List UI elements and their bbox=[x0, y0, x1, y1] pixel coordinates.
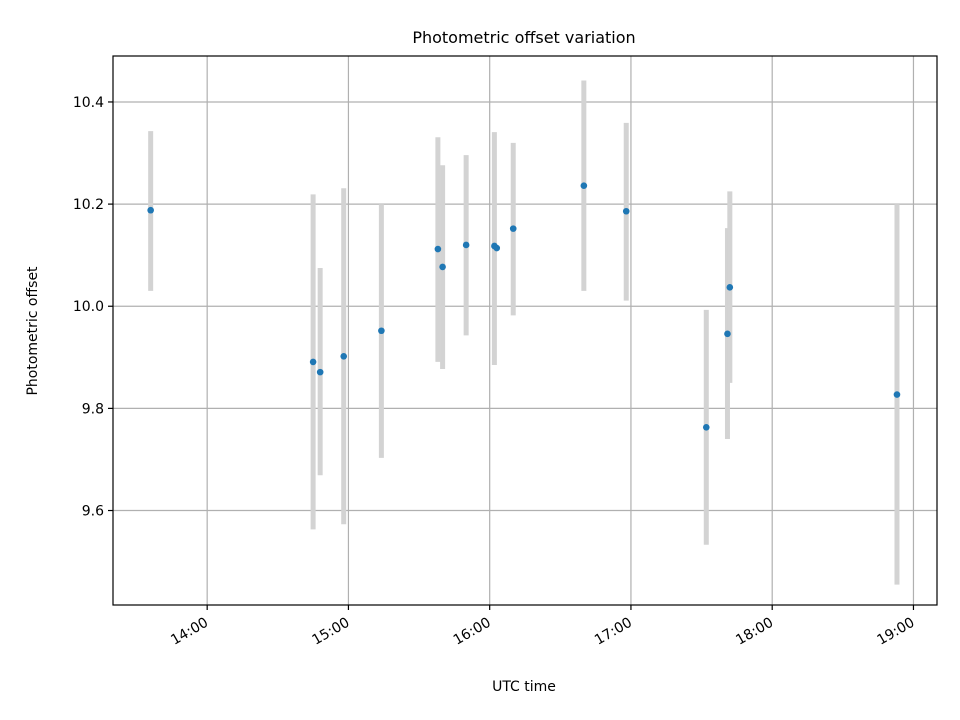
data-point bbox=[147, 206, 154, 214]
x-tick-label: 15:00 bbox=[309, 615, 352, 649]
x-tick-label: 14:00 bbox=[168, 615, 211, 649]
data-point bbox=[439, 263, 446, 271]
y-tick-label: 10.0 bbox=[73, 299, 104, 315]
y-tick-label: 10.2 bbox=[73, 197, 104, 213]
data-point bbox=[434, 245, 442, 253]
y-tick-label: 9.8 bbox=[82, 401, 104, 417]
y-tick-label: 9.6 bbox=[82, 504, 104, 520]
x-axis-label: UTC time bbox=[492, 679, 556, 695]
data-point bbox=[493, 244, 501, 252]
y-axis: 9.6 9.8 10.0 10.2 10.4 bbox=[73, 95, 113, 520]
x-tick-label: 17:00 bbox=[592, 615, 635, 649]
data-point bbox=[378, 327, 385, 335]
data-point bbox=[309, 358, 317, 366]
x-tick-label: 19:00 bbox=[875, 615, 918, 649]
data-point bbox=[580, 182, 588, 190]
data-point bbox=[726, 284, 734, 291]
x-axis: 14:00 15:00 16:00 17:00 18:00 19:00 bbox=[168, 605, 917, 649]
y-tick-label: 10.4 bbox=[73, 95, 104, 111]
data-point bbox=[316, 368, 324, 376]
data-points bbox=[147, 182, 901, 431]
x-tick-label: 18:00 bbox=[733, 615, 776, 649]
x-tick-label: 16:00 bbox=[451, 615, 494, 649]
data-point bbox=[622, 207, 630, 215]
data-point bbox=[462, 241, 470, 249]
plot-area-frame bbox=[112, 55, 938, 606]
y-axis-label: Photometric offset bbox=[25, 266, 41, 396]
data-point bbox=[724, 330, 731, 338]
chart-title: Photometric offset variation bbox=[412, 28, 635, 47]
error-bars bbox=[148, 80, 900, 585]
data-point bbox=[702, 423, 710, 431]
grid bbox=[113, 56, 937, 605]
data-point bbox=[340, 352, 348, 360]
data-point bbox=[509, 225, 517, 232]
data-point bbox=[893, 391, 901, 398]
